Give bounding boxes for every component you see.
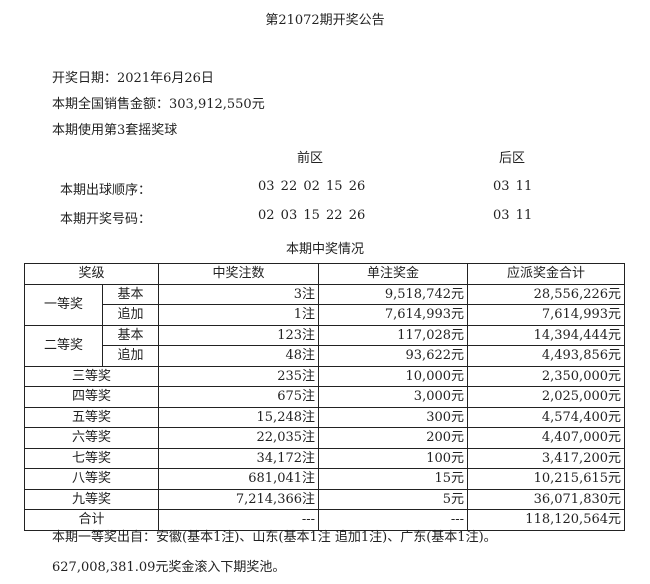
total-cell: 4,574,400元 [467,406,626,428]
table-row: 合计 --- --- 118,120,564元 [23,509,626,531]
prize-table: 奖级 中奖注数 单注奖金 应派奖金合计 一等奖 基本 3注 9,518,742元… [23,263,626,531]
total-cell: 2,350,000元 [467,365,626,387]
table-title: 本期中奖情况 [285,242,364,257]
count-cell: 7,214,366注 [158,488,320,510]
level-cell: 七等奖 [23,447,160,469]
total-cell: 118,120,564元 [467,509,626,531]
level-cell: 九等奖 [23,488,160,510]
table-row: 四等奖 675注 3,000元 2,025,000元 [23,386,626,408]
sub-cell: 追加 [101,345,160,367]
count-cell: 1注 [158,304,320,326]
count-cell: 34,172注 [158,447,320,469]
first-prize-winners: 本期一等奖出自：安徽(基本1注)、山东(基本1注 追加1注)、广东(基本1注)。 [52,530,497,545]
header-total: 应派奖金合计 [467,263,626,285]
prize-cell: 7,614,993元 [318,304,469,326]
winning-numbers-label: 本期开奖号码： [60,212,152,227]
prize-cell: 117,028元 [318,324,469,346]
table-row: 追加 1注 7,614,993元 7,614,993元 [25,304,626,326]
count-cell: 675注 [158,386,320,408]
level-cell: 三等奖 [23,365,160,387]
table-row: 五等奖 15,248注 300元 4,574,400元 [23,406,626,428]
prize-cell: 10,000元 [318,365,469,387]
total-cell: 2,025,000元 [467,386,626,408]
level-cell: 二等奖 [24,324,103,367]
sub-cell: 追加 [101,304,160,326]
draw-order-back: 03 11 [493,179,533,194]
total-cell: 7,614,993元 [467,304,626,326]
draw-order-label: 本期出球顺序： [60,183,152,198]
prize-cell: 200元 [318,427,469,449]
count-cell: 15,248注 [158,406,320,428]
draw-order-front: 03 22 02 15 26 [258,179,366,194]
back-zone-label: 后区 [499,151,526,166]
table-row: 八等奖 681,041注 15元 10,215,615元 [23,468,626,490]
front-zone-label: 前区 [297,151,324,166]
prize-cell: --- [318,509,469,531]
level-cell: 合计 [23,509,160,531]
ball-set: 本期使用第3套摇奖球 [52,123,178,138]
table-row: 七等奖 34,172注 100元 3,417,200元 [23,447,626,469]
winning-numbers-back: 03 11 [493,208,533,223]
total-cell: 4,493,856元 [467,345,626,367]
header-level: 奖级 [23,263,160,285]
prize-cell: 9,518,742元 [318,283,469,305]
table-row: 二等奖 基本 123注 117,028元 14,394,444元 [24,324,626,367]
sub-cell: 基本 [101,283,160,305]
level-cell: 一等奖 [24,283,103,326]
prize-cell: 5元 [318,488,469,510]
count-cell: 235注 [158,365,320,387]
table-row: 九等奖 7,214,366注 5元 36,071,830元 [23,488,626,510]
total-cell: 4,407,000元 [467,427,626,449]
level-cell: 五等奖 [23,406,160,428]
rollover-amount: 627,008,381.09元奖金滚入下期奖池。 [52,560,286,575]
table-row: 六等奖 22,035注 200元 4,407,000元 [23,427,626,449]
total-cell: 36,071,830元 [467,488,626,510]
total-cell: 14,394,444元 [467,324,626,346]
level-cell: 六等奖 [23,427,160,449]
prize-cell: 15元 [318,468,469,490]
sub-cell: 基本 [101,324,160,346]
page-title: 第21072期开奖公告 [265,13,385,28]
winning-numbers-front: 02 03 15 22 26 [258,208,366,223]
level-cell: 四等奖 [23,386,160,408]
total-cell: 28,556,226元 [467,283,626,305]
count-cell: 22,035注 [158,427,320,449]
prize-cell: 93,622元 [318,345,469,367]
table-header-row: 奖级 中奖注数 单注奖金 应派奖金合计 [23,263,626,285]
sales-amount: 本期全国销售金额：303,912,550元 [52,97,265,112]
table-row: 一等奖 基本 3注 9,518,742元 28,556,226元 [24,283,626,326]
count-cell: 3注 [158,283,320,305]
total-cell: 3,417,200元 [467,447,626,469]
count-cell: 681,041注 [158,468,320,490]
header-count: 中奖注数 [158,263,320,285]
prize-cell: 100元 [318,447,469,469]
count-cell: 123注 [158,324,320,346]
prize-cell: 300元 [318,406,469,428]
header-prize: 单注奖金 [318,263,469,285]
table-row: 追加 48注 93,622元 4,493,856元 [25,345,626,367]
prize-cell: 3,000元 [318,386,469,408]
count-cell: 48注 [158,345,320,367]
level-cell: 八等奖 [23,468,160,490]
total-cell: 10,215,615元 [467,468,626,490]
draw-date: 开奖日期：2021年6月26日 [52,71,214,86]
table-row: 三等奖 235注 10,000元 2,350,000元 [23,365,626,387]
